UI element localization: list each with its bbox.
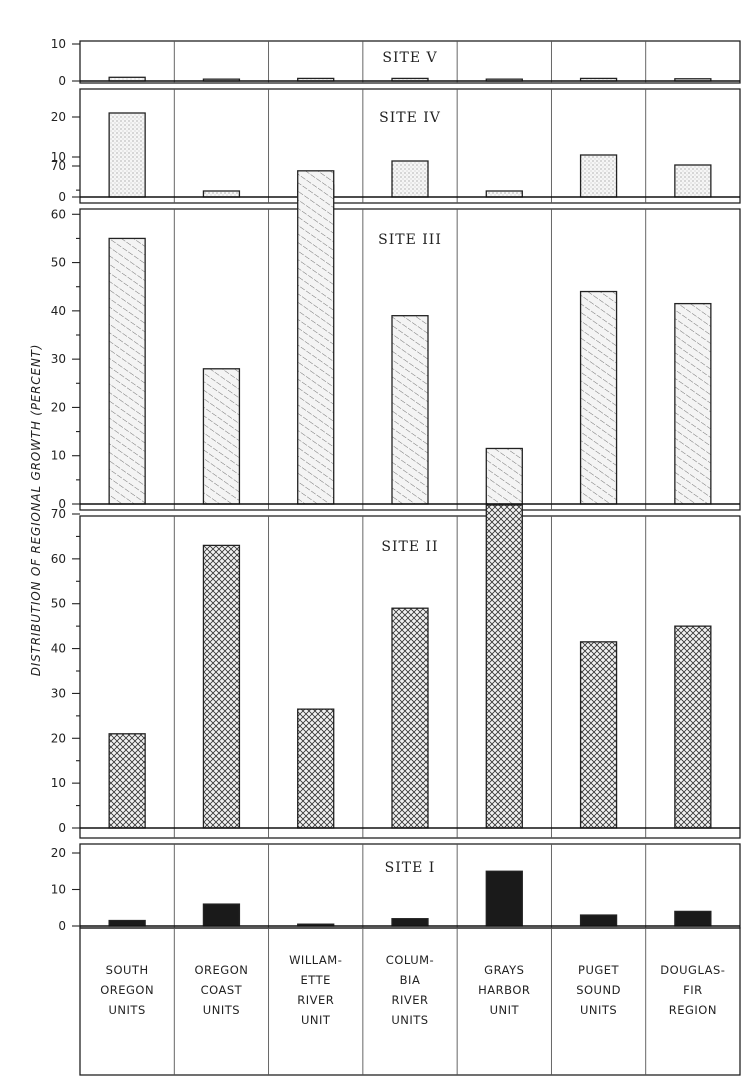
category-label-line: UNITS: [203, 1003, 240, 1017]
bar: [485, 504, 523, 829]
bar: [108, 237, 146, 505]
category-label-line: OREGON: [100, 983, 154, 997]
bar: [579, 641, 618, 829]
y-tick-label: 20: [51, 110, 66, 124]
bar: [391, 918, 429, 927]
bar: [202, 368, 241, 505]
y-tick-label: 0: [58, 190, 66, 204]
y-tick-label: 30: [51, 352, 66, 366]
y-tick-label: 50: [51, 597, 66, 611]
bar: [579, 290, 618, 505]
panel-site-1: 0 10 20 SITE I: [51, 843, 741, 933]
panel-title: SITE II: [381, 539, 438, 555]
category-label-line: UNITS: [391, 1013, 428, 1027]
bar: [391, 607, 429, 829]
panel-site-3: 0 10 20 30 40 50 60 70 SITE III: [51, 159, 741, 511]
category-label: SOUTH OREGON UNITS: [100, 963, 154, 1017]
category-label-line: SOUTH: [106, 963, 149, 977]
bar: [391, 160, 429, 198]
bar: [108, 733, 146, 829]
panel-site-2: 0 10 20 30 40 50 60 70 SITE II: [51, 504, 741, 839]
category-label-line: REGION: [669, 1003, 717, 1017]
y-tick-label: 0: [58, 821, 66, 835]
category-label: COLUM- BIA RIVER UNITS: [386, 953, 434, 1027]
category-label-line: HARBOR: [478, 983, 530, 997]
panel-title: SITE I: [385, 860, 436, 876]
bar: [674, 625, 712, 829]
category-label: WILLAM- ETTE RIVER UNIT: [289, 953, 342, 1027]
category-label: OREGON COAST UNITS: [194, 963, 248, 1017]
category-label-line: UNITS: [580, 1003, 617, 1017]
panel-site-4: 0 10 20 SITE IV: [51, 88, 741, 204]
y-tick-label: 40: [51, 304, 66, 318]
category-label-line: BIA: [400, 973, 421, 987]
category-label-line: PUGET: [578, 963, 620, 977]
category-label-line: DOUGLAS-: [660, 963, 725, 977]
panel-site-5: 0 10 SITE V: [51, 37, 741, 88]
category-label-line: RIVER: [391, 993, 428, 1007]
bar: [202, 903, 241, 927]
bar: [108, 919, 146, 927]
bar: [579, 154, 618, 198]
panel-title: SITE III: [378, 232, 442, 248]
category-label-line: COAST: [201, 983, 243, 997]
bar: [297, 708, 335, 829]
category-label-line: UNITS: [109, 1003, 146, 1017]
y-tick-label: 10: [51, 776, 66, 790]
bar: [674, 164, 712, 198]
category-label-line: FIR: [683, 983, 703, 997]
y-tick-label: 30: [51, 686, 66, 700]
panel-title: SITE IV: [379, 110, 441, 126]
bar: [391, 315, 429, 505]
y-tick-label: 10: [51, 150, 66, 164]
bar: [485, 190, 523, 198]
bar: [674, 302, 712, 505]
bar: [579, 914, 618, 927]
category-label-line: UNIT: [301, 1013, 331, 1027]
panel-frame: [79, 40, 741, 84]
category-label-line: OREGON: [194, 963, 248, 977]
y-tick-label: 40: [51, 642, 66, 656]
y-tick-label: 10: [51, 449, 66, 463]
category-label-line: UNIT: [490, 1003, 520, 1017]
y-tick-label: 0: [58, 497, 66, 511]
bar: [108, 112, 146, 198]
category-label-line: COLUM-: [386, 953, 434, 967]
category-label-line: WILLAM-: [289, 953, 342, 967]
category-label-line: RIVER: [297, 993, 334, 1007]
y-tick-label: 0: [58, 919, 66, 933]
y-axis-label: DISTRIBUTION OF REGIONAL GROWTH (PERCENT…: [29, 344, 43, 676]
bar: [485, 870, 523, 927]
category-label: PUGET SOUND UNITS: [576, 963, 621, 1017]
category-row-frame: [79, 927, 741, 1076]
y-tick-label: 10: [51, 883, 66, 897]
category-label-line: GRAYS: [484, 963, 524, 977]
panels-layer: 0 10 SITE V 0 10 20 SITE IV 0 10 20 30 40 50 60 70 SITE…: [51, 37, 741, 933]
y-tick-label: 20: [51, 846, 66, 860]
y-tick-label: 10: [51, 37, 66, 51]
panel-title: SITE V: [382, 50, 437, 66]
panel-frame: [79, 843, 741, 929]
bar: [202, 190, 241, 198]
y-tick-label: 20: [51, 731, 66, 745]
category-label-line: ETTE: [301, 973, 331, 987]
bar: [485, 447, 523, 505]
panel-frame: [79, 515, 741, 839]
category-label: DOUGLAS- FIR REGION: [660, 963, 725, 1017]
category-label: GRAYS HARBOR UNIT: [478, 963, 530, 1017]
y-tick-label: 60: [51, 207, 66, 221]
bar: [297, 170, 335, 505]
y-tick-label: 70: [51, 507, 66, 521]
category-label-line: SOUND: [576, 983, 621, 997]
bar: [674, 910, 712, 927]
y-tick-label: 70: [51, 159, 66, 173]
y-tick-label: 0: [58, 74, 66, 88]
y-tick-label: 60: [51, 552, 66, 566]
category-label-row: SOUTH OREGON UNITS OREGON COAST UNITS WILLAM- E…: [79, 927, 741, 1076]
y-tick-label: 20: [51, 400, 66, 414]
y-tick-label: 50: [51, 256, 66, 270]
panel-frame: [79, 88, 741, 204]
bar: [202, 544, 241, 829]
